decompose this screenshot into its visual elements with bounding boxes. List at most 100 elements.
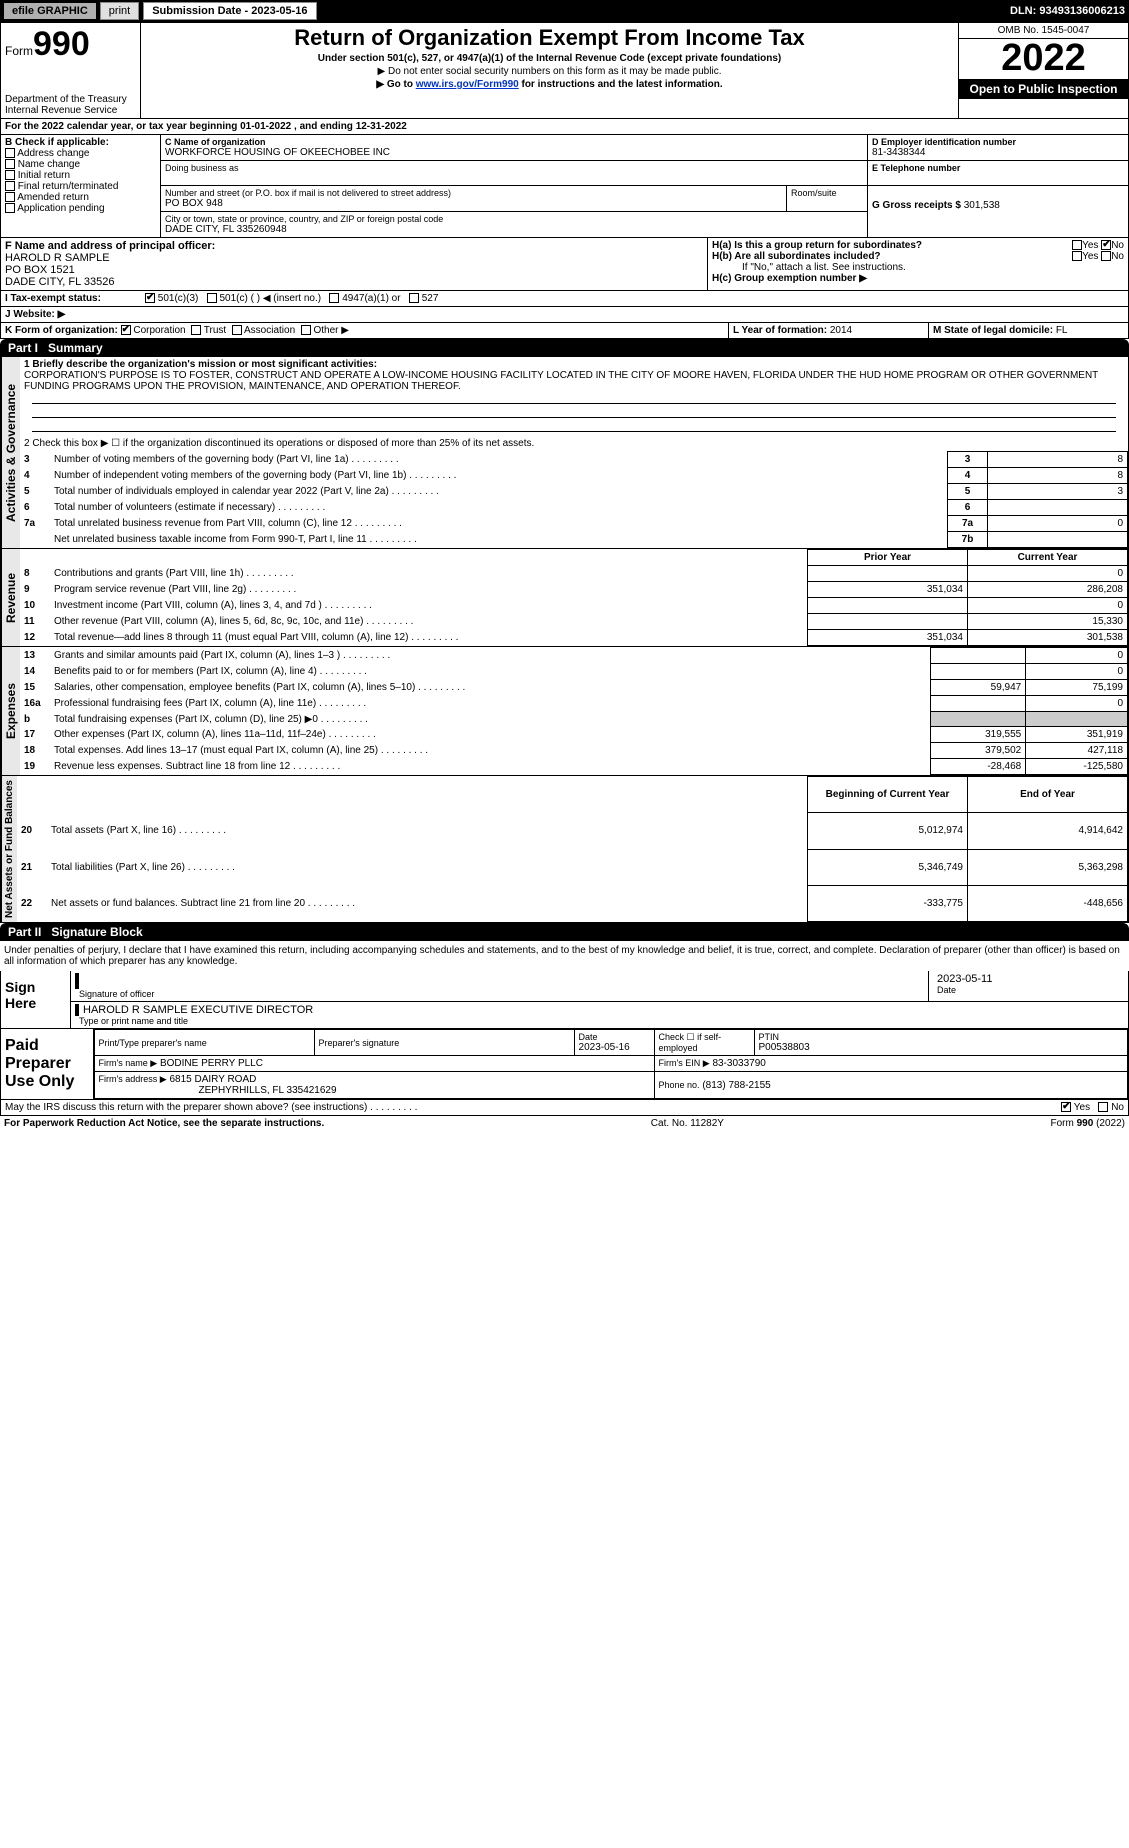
ein-value: 81-3438344: [872, 147, 1124, 158]
yes-label-2: Yes: [1082, 251, 1098, 262]
prep-date: 2023-05-16: [579, 1042, 650, 1053]
table-header-row: Prior YearCurrent Year: [20, 550, 1128, 566]
table-row: 22Net assets or fund balances. Subtract …: [17, 885, 1128, 921]
checkbox[interactable]: [5, 181, 15, 191]
opt-corp: Corporation: [133, 325, 185, 336]
table-row: 19Revenue less expenses. Subtract line 1…: [20, 759, 1128, 775]
discuss-no: No: [1111, 1102, 1124, 1113]
discuss-no-checkbox[interactable]: [1098, 1102, 1108, 1112]
sign-here-block: Sign Here Signature of officer 2023-05-1…: [0, 971, 1129, 1029]
ptin-value: P00538803: [759, 1042, 1123, 1053]
street-value: PO BOX 948: [165, 198, 782, 209]
section-i: I Tax-exempt status: 501(c)(3) 501(c) ( …: [0, 291, 1129, 307]
table-row: 21Total liabilities (Part X, line 26)5,3…: [17, 849, 1128, 885]
no-label-2: No: [1111, 251, 1124, 262]
sig-date-label: Date: [937, 985, 1120, 995]
opt-assoc: Association: [244, 325, 295, 336]
dba-label: Doing business as: [165, 163, 863, 173]
section-b: B Check if applicable: Address change Na…: [1, 135, 161, 237]
form-number: 990: [33, 25, 90, 63]
form-subtitle-1: Under section 501(c), 527, or 4947(a)(1)…: [149, 53, 950, 64]
principal-label: F Name and address of principal officer:: [5, 240, 703, 252]
4947-checkbox[interactable]: [329, 293, 339, 303]
section-m-label: M State of legal domicile:: [933, 325, 1053, 336]
firm-phone: (813) 788-2155: [702, 1080, 770, 1091]
section-b-item: Initial return: [5, 170, 156, 181]
line-2: 2 Check this box ▶ ☐ if the organization…: [20, 436, 1128, 451]
other-checkbox[interactable]: [301, 325, 311, 335]
table-row: 15Salaries, other compensation, employee…: [20, 680, 1128, 696]
h-a-no-checkbox[interactable]: [1101, 240, 1111, 250]
checkbox[interactable]: [5, 192, 15, 202]
efile-badge: efile GRAPHIC: [4, 3, 96, 19]
discuss-yes: Yes: [1074, 1102, 1090, 1113]
paid-preparer-block: Paid Preparer Use Only Print/Type prepar…: [0, 1029, 1129, 1100]
527-checkbox[interactable]: [409, 293, 419, 303]
irs-label: Internal Revenue Service: [5, 105, 136, 116]
part-1-num: Part I: [8, 341, 38, 355]
checkbox[interactable]: [5, 148, 15, 158]
section-b-item: Address change: [5, 148, 156, 159]
sig-officer-label: Signature of officer: [79, 989, 920, 999]
paid-prep-label: Paid Preparer Use Only: [1, 1029, 94, 1099]
part-1-header: Part ISummary: [0, 339, 1129, 357]
sig-declaration: Under penalties of perjury, I declare th…: [0, 941, 1129, 971]
section-k-label: K Form of organization:: [5, 325, 118, 336]
table-row: 16aProfessional fundraising fees (Part I…: [20, 696, 1128, 712]
table-header-row: Beginning of Current YearEnd of Year: [17, 777, 1128, 813]
principal-name: HAROLD R SAMPLE: [5, 252, 703, 264]
form-subtitle-3: ▶ Go to www.irs.gov/Form990 for instruct…: [149, 79, 950, 90]
paid-prep-table: Print/Type preparer's name Preparer's si…: [94, 1029, 1128, 1099]
firm-ein-label: Firm's EIN ▶: [659, 1058, 710, 1068]
section-l-label: L Year of formation:: [733, 325, 827, 336]
opt-other: Other ▶: [313, 325, 348, 336]
footer-right: Form 990 (2022): [1051, 1118, 1126, 1129]
section-d-label: D Employer identification number: [872, 137, 1124, 147]
trust-checkbox[interactable]: [191, 325, 201, 335]
officer-name: HAROLD R SAMPLE EXECUTIVE DIRECTOR: [75, 1004, 1120, 1016]
corp-checkbox[interactable]: [121, 325, 131, 335]
goto-pre: ▶ Go to: [376, 79, 415, 90]
table-row: 17Other expenses (Part IX, column (A), l…: [20, 727, 1128, 743]
summary-ag: Activities & Governance 1 Briefly descri…: [0, 357, 1129, 549]
vert-net: Net Assets or Fund Balances: [1, 776, 17, 922]
table-row: 9Program service revenue (Part VIII, lin…: [20, 582, 1128, 598]
discuss-yes-checkbox[interactable]: [1061, 1102, 1071, 1112]
firm-addr-1: 6815 DAIRY ROAD: [169, 1074, 256, 1085]
h-b-yes-checkbox[interactable]: [1072, 251, 1082, 261]
table-row: 6Total number of volunteers (estimate if…: [20, 500, 1128, 516]
form-title: Return of Organization Exempt From Incom…: [149, 25, 950, 51]
prep-name-label: Print/Type preparer's name: [99, 1038, 310, 1048]
instructions-link[interactable]: www.irs.gov/Form990: [416, 79, 519, 90]
line-a: For the 2022 calendar year, or tax year …: [0, 119, 1129, 135]
501c3-checkbox[interactable]: [145, 293, 155, 303]
year-formation: 2014: [830, 325, 852, 336]
checkbox[interactable]: [5, 203, 15, 213]
section-b-item: Name change: [5, 159, 156, 170]
section-b-item: Amended return: [5, 192, 156, 203]
table-row: 13Grants and similar amounts paid (Part …: [20, 648, 1128, 664]
section-f: F Name and address of principal officer:…: [1, 238, 708, 290]
firm-addr-label: Firm's address ▶: [99, 1074, 167, 1084]
ptin-label: PTIN: [759, 1032, 1123, 1042]
assoc-checkbox[interactable]: [232, 325, 242, 335]
h-a-label: H(a) Is this a group return for subordin…: [712, 240, 922, 251]
501c-checkbox[interactable]: [207, 293, 217, 303]
form-label: Form: [5, 44, 33, 58]
firm-ein: 83-3033790: [712, 1058, 765, 1069]
checkbox[interactable]: [5, 170, 15, 180]
header-mid: Return of Organization Exempt From Incom…: [141, 23, 958, 118]
section-b-item: Application pending: [5, 203, 156, 214]
vert-exp: Expenses: [1, 647, 20, 775]
h-a-yes-checkbox[interactable]: [1072, 240, 1082, 250]
print-button[interactable]: print: [100, 2, 139, 20]
section-h: H(a) Is this a group return for subordin…: [708, 238, 1128, 290]
self-emp-label: Check ☐ if self-employed: [654, 1030, 754, 1056]
checkbox[interactable]: [5, 159, 15, 169]
mission-text: CORPORATION'S PURPOSE IS TO FOSTER, CONS…: [24, 370, 1098, 392]
open-to-public: Open to Public Inspection: [959, 79, 1128, 99]
h-b-no-checkbox[interactable]: [1101, 251, 1111, 261]
prep-date-label: Date: [579, 1032, 650, 1042]
table-row: 3Number of voting members of the governi…: [20, 452, 1128, 468]
top-bar: efile GRAPHIC print Submission Date - 20…: [0, 0, 1129, 22]
